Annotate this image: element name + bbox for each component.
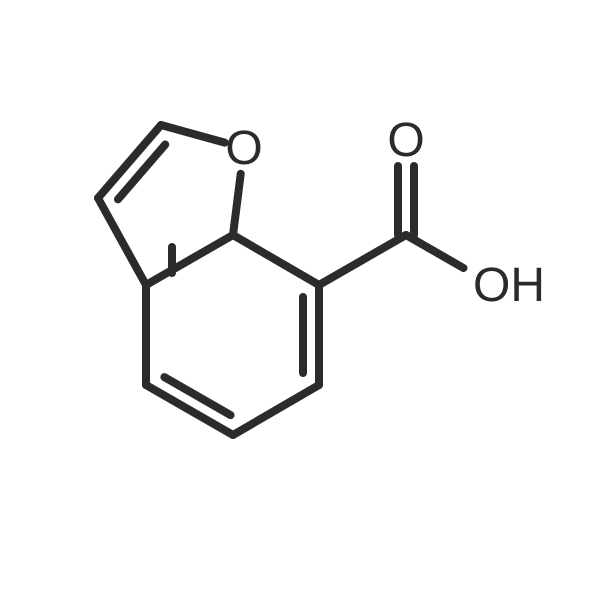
bond	[406, 235, 464, 268]
atom-label: O	[225, 122, 262, 175]
molecule-diagram: O O OH	[0, 0, 600, 600]
bond	[146, 235, 233, 285]
atom-label: O	[387, 114, 424, 167]
bond	[319, 235, 406, 285]
bond	[233, 174, 241, 235]
bond	[233, 235, 319, 285]
bond	[164, 377, 230, 415]
bond	[161, 125, 225, 143]
bond	[98, 198, 146, 285]
bond	[233, 385, 319, 435]
atom-label: OH	[473, 259, 545, 312]
